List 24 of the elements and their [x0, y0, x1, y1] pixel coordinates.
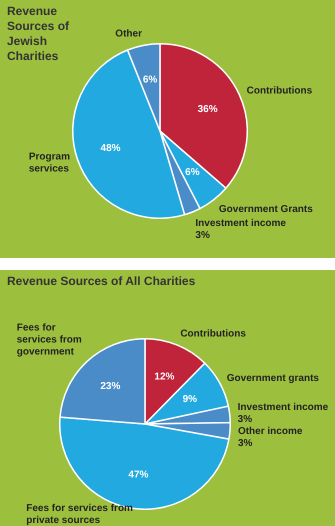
slice-label: Contributions: [180, 328, 246, 340]
data-label: 6%: [142, 74, 158, 86]
data-label: 36%: [198, 104, 218, 116]
data-label: 47%: [128, 469, 149, 480]
data-label: 3%: [195, 230, 210, 242]
slice-label: Investment income: [195, 218, 286, 230]
data-label: 48%: [100, 142, 121, 154]
slice-label: Investment income: [238, 402, 329, 413]
slice-label: Other: [115, 28, 142, 40]
data-label: 12%: [154, 371, 174, 382]
slice-label: Fees for services from private sources: [26, 502, 134, 526]
slice-label: Fees for services from government: [16, 322, 82, 358]
slice-label: Contributions: [246, 85, 313, 96]
slice-label: Program services: [28, 152, 70, 175]
data-label: 3%: [238, 414, 252, 425]
data-label: 9%: [182, 394, 198, 406]
data-label: 6%: [185, 166, 200, 178]
data-label: 23%: [100, 381, 120, 392]
slice-label: Government Grants: [218, 204, 314, 216]
data-label: 3%: [238, 438, 253, 449]
slice-label: Other income: [238, 426, 303, 437]
chart-title: Revenue Sources of Jewish Charities: [7, 4, 70, 64]
chart-title: Revenue Sources of All Charities: [7, 274, 196, 289]
slice-label: Government grants: [226, 372, 320, 384]
